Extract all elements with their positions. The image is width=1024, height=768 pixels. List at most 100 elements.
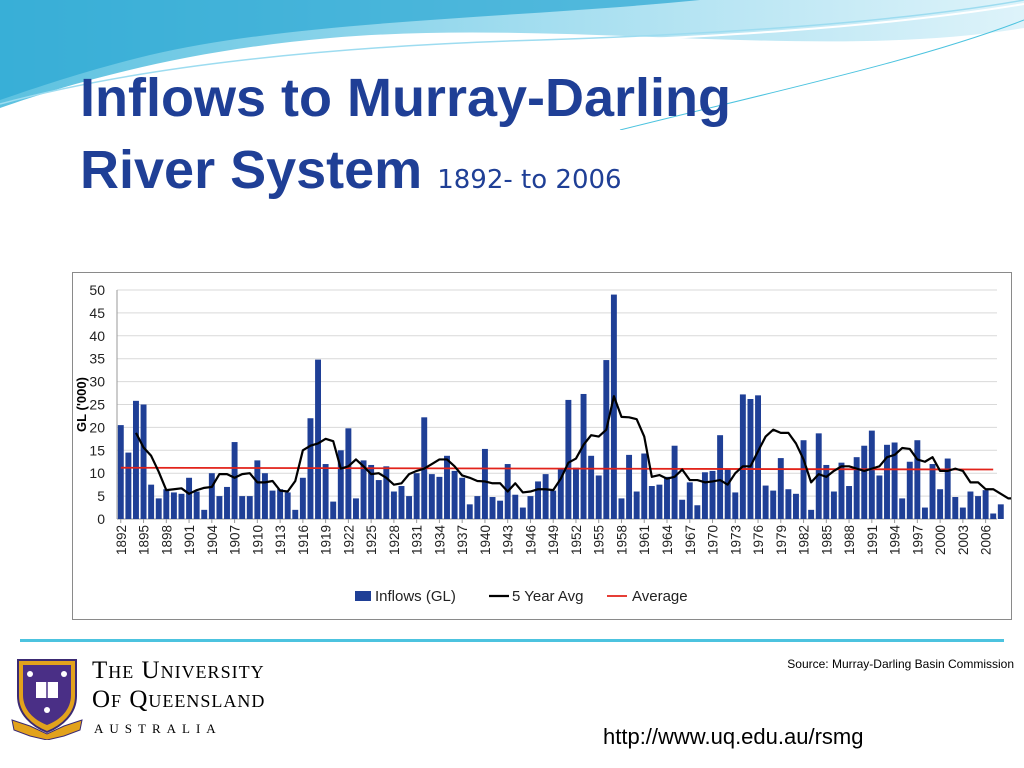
x-tick-label: 1964 [660,525,675,556]
y-axis-title: GL ('000) [74,377,89,432]
x-tick-label: 1955 [592,525,607,555]
inflow-bar [277,489,284,519]
inflow-bar [246,496,253,519]
inflow-bar [967,491,974,519]
inflow-bar [345,428,352,519]
inflow-bar [686,482,693,519]
y-tick-label: 45 [89,305,105,321]
inflow-bar [406,496,413,519]
inflow-bar [633,491,640,519]
inflow-bar [937,489,944,519]
inflow-bar [315,359,321,519]
inflow-bar [830,491,837,519]
y-tick-label: 35 [89,351,105,367]
inflow-bar [519,507,526,519]
inflow-bar [626,454,633,519]
inflow-bar [921,507,928,519]
inflow-bar [299,477,306,519]
inflow-bar [353,498,359,519]
inflow-bar [444,455,450,519]
inflow-bar [664,476,670,519]
inflow-bar [330,501,337,519]
legend-swatch-inflows [355,591,371,601]
inflow-bar [800,440,807,519]
website-link[interactable]: http://www.uq.edu.au/rsmg [603,724,864,749]
x-tick-label: 1898 [159,525,174,555]
inflow-bar [739,394,746,519]
x-tick-label: 1922 [341,525,356,555]
inflow-bar [535,481,541,519]
title-line-1: Inflows to Murray-Darling [80,68,732,128]
inflow-bar [975,496,981,519]
inflow-bar [322,464,329,519]
x-tick-label: 1943 [501,525,516,555]
inflow-bar [466,504,473,519]
inflows-chart: 0 5 10 15 20 25 30 35 40 45 50 GL ('000) 1892 1895 189… [74,282,1011,605]
inflow-bar [201,509,208,519]
x-tick-label: 1913 [273,525,288,555]
inflow-bar [982,490,989,519]
inflow-bar [398,486,405,519]
inflow-bar [557,468,564,519]
inflow-bar [944,458,951,519]
inflow-bar [990,513,997,519]
y-tick-label: 20 [89,419,105,435]
inflow-bar [899,498,906,519]
inflow-bar [823,464,830,519]
inflow-bar [793,493,799,519]
x-tick-label: 1925 [364,525,379,555]
inflow-bar [261,473,268,519]
x-tick-label: 2003 [956,525,971,555]
average-line [120,466,994,471]
inflow-bar [747,399,754,519]
inflow-bar [717,435,724,519]
inflow-bar [785,489,792,519]
x-tick-label: 1973 [728,525,743,555]
y-tick-label: 10 [89,465,105,481]
x-tick-label: 1961 [637,525,652,555]
x-tick-label: 1895 [137,525,152,555]
inflow-bar [474,496,481,519]
x-tick-label: 1931 [410,525,425,555]
x-tick-label: 1967 [683,525,698,555]
inflow-bar [770,490,777,519]
inflow-bar [451,470,458,519]
x-tick-label: 1988 [842,525,857,555]
legend-label-inflows: Inflows (GL) [375,588,456,605]
header-swoosh-decoration [0,0,1024,130]
inflow-bar [610,294,617,519]
x-tick-label: 1982 [797,525,812,555]
x-tick-label: 2000 [933,525,948,555]
title-line-2: River System [80,140,423,200]
x-tick-label: 1997 [910,525,925,555]
inflow-bar [133,400,139,519]
inflow-bar [148,484,155,519]
x-tick-label: 1949 [546,525,561,555]
inflow-bar [595,475,602,519]
inflow-bar [390,491,397,519]
x-tick-label: 1940 [478,525,493,555]
five-year-avg-line [134,395,1011,500]
inflow-bar [853,457,860,519]
inflow-bar [512,494,519,519]
inflow-bar [906,461,913,519]
inflow-bar [224,486,230,519]
legend-label-average: Average [632,588,688,605]
inflow-bar [481,448,488,519]
inflow-bar [709,470,716,519]
inflow-bar [656,484,663,519]
inflow-bar [428,474,435,519]
inflow-bar [216,496,223,519]
x-tick-label: 1952 [569,525,584,555]
x-tick-label: 1892 [114,525,129,555]
footer-divider [20,639,1004,642]
inflow-bar [383,466,390,519]
inflow-bar [694,505,701,519]
inflow-bar [929,464,936,519]
x-tick-label: 1991 [865,525,880,555]
x-tick-label: 1910 [250,525,265,555]
inflow-bar [565,399,572,519]
inflow-bar [527,496,534,519]
inflow-bar [360,460,367,519]
x-tick-label: 1979 [774,525,789,555]
